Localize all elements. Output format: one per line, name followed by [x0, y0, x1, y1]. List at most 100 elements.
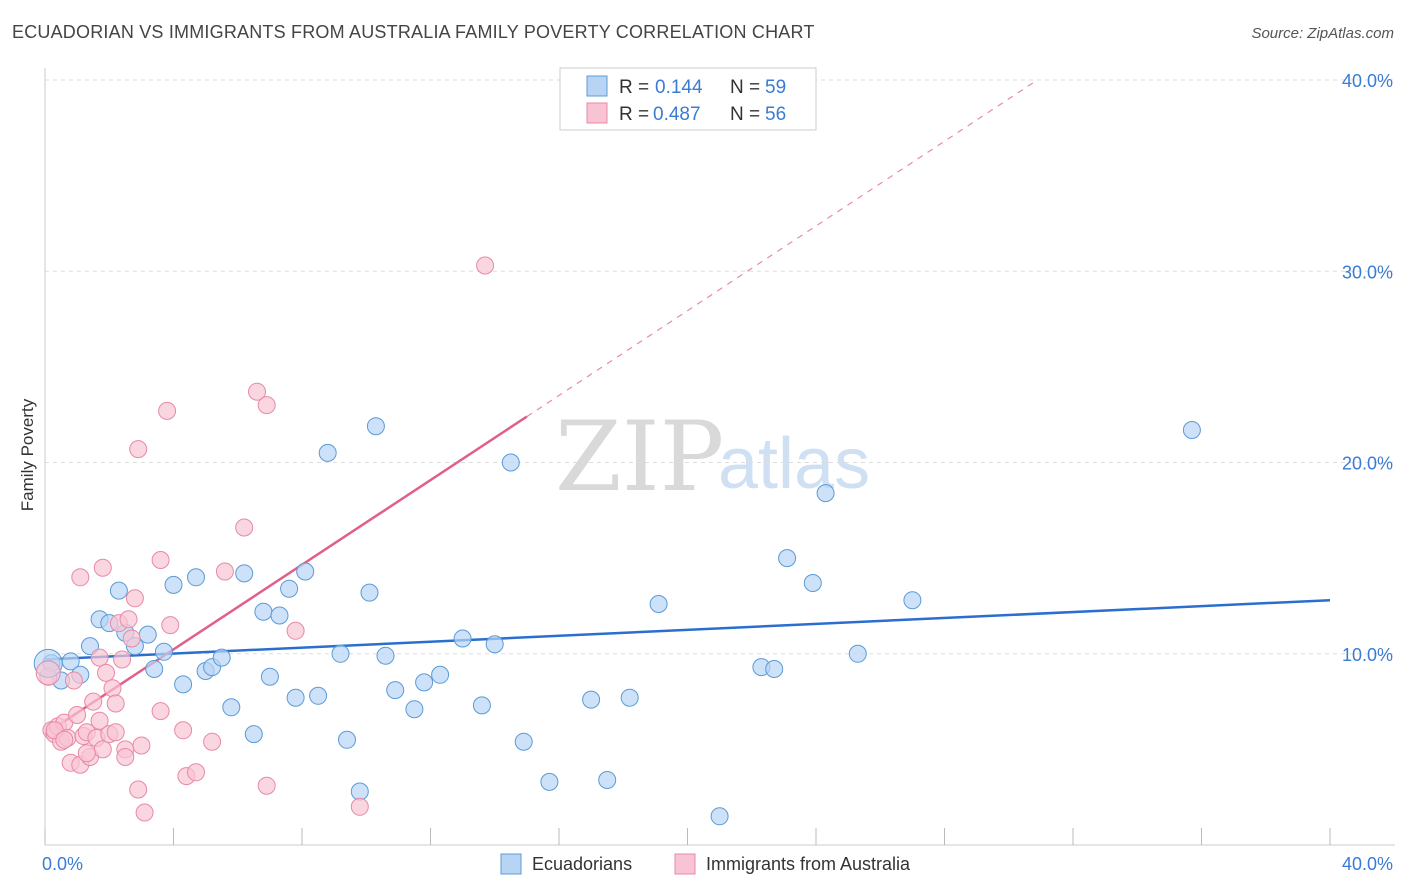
chart-title: ECUADORIAN VS IMMIGRANTS FROM AUSTRALIA …: [12, 22, 815, 42]
australia-trendline: [44, 415, 528, 736]
legend-r-label-1: R =: [619, 77, 649, 98]
australia-point-42: [187, 763, 205, 782]
australia-point-26: [113, 650, 132, 669]
australia-point-11: [71, 568, 90, 587]
ecuadorian-point-28: [309, 686, 328, 705]
australia-point-8: [64, 671, 83, 690]
australia-point-18: [90, 711, 109, 730]
ecuadorian-point-24: [270, 606, 289, 625]
ecuadorian-point-48: [620, 688, 639, 707]
australia-point-36: [151, 702, 170, 721]
australia-point-20: [93, 740, 112, 759]
ecuadorian-point-34: [366, 417, 385, 436]
ecuadorian-point-46: [582, 690, 601, 709]
australia-cluster-point: [35, 660, 61, 686]
australia-point-17: [90, 648, 109, 667]
ecuadorian-point-27: [296, 562, 315, 581]
ecuadorian-point-18: [212, 648, 231, 667]
australia-point-55: [106, 723, 125, 742]
australia-point-47: [257, 396, 276, 415]
australia-point-39: [161, 616, 180, 635]
australia-point-53: [55, 730, 74, 749]
australia-point-24: [106, 694, 125, 713]
australia-point-34: [132, 736, 151, 755]
legend-n-value-1: 59: [765, 77, 786, 98]
ecuadorian-point-13: [164, 575, 183, 594]
ecuadorian-point-37: [405, 700, 424, 719]
australia-point-48: [257, 776, 276, 795]
bottom-legend-swatch-australia: [674, 853, 696, 875]
australia-point-30: [122, 629, 141, 648]
australia-point-9: [68, 706, 87, 724]
y-tick-labels: 10.0% 20.0% 30.0% 40.0%: [1342, 71, 1393, 665]
australia-point-46: [248, 382, 266, 401]
ecuadorian-point-45: [540, 772, 559, 791]
watermark: ZIP atlas: [555, 401, 870, 513]
y-tick-label-20: 20.0%: [1342, 454, 1393, 474]
y-tick-label-40: 40.0%: [1342, 71, 1393, 91]
x-tick-label-max: 40.0%: [1342, 854, 1393, 874]
source-label: Source: ZipAtlas.com: [1251, 25, 1394, 42]
australia-point-29: [119, 610, 138, 629]
legend-r-value-2: 0.487: [653, 104, 701, 125]
ecuadorian-point-15: [187, 568, 205, 587]
legend-swatch-australia: [586, 102, 608, 124]
ecuadorian-point-47: [598, 771, 617, 789]
ecuadorian-point-40: [453, 629, 472, 648]
data-points: [33, 256, 1201, 826]
ecuadorian-point-10: [138, 625, 157, 644]
australia-point-51: [476, 256, 495, 275]
australia-point-35: [135, 803, 154, 822]
australia-point-38: [158, 401, 177, 420]
legend: R = 0.144 N = 59 R = 0.487 N = 56: [559, 67, 817, 131]
ecuadorian-point-30: [331, 644, 350, 663]
ecuadorian-point-19: [222, 698, 241, 717]
australia-point-50: [350, 797, 369, 816]
ecuadorian-point-26: [286, 688, 305, 707]
y-tick-label-10: 10.0%: [1342, 645, 1393, 665]
australia-point-23: [103, 679, 122, 698]
trendlines: [44, 81, 1331, 736]
ecuadorian-point-42: [485, 635, 504, 654]
legend-n-label-1: N =: [730, 77, 760, 98]
ecuadorian-point-38: [415, 673, 434, 692]
australia-point-28: [116, 748, 135, 766]
y-tick-label-30: 30.0%: [1342, 262, 1393, 282]
ecuadorian-point-58: [1182, 421, 1201, 439]
australia-point-33: [129, 440, 148, 459]
legend-n-value-2: 56: [765, 104, 786, 125]
australia-point-43: [203, 732, 222, 751]
ecuadorian-point-41: [472, 696, 491, 715]
bottom-legend-swatch-ecuadorians: [500, 853, 522, 875]
ecuadorian-point-36: [386, 681, 405, 700]
australia-point-15: [84, 692, 103, 711]
ecuadorian-point-31: [338, 730, 356, 749]
bottom-legend-label-australia: Immigrants from Australia: [706, 854, 911, 874]
australia-point-45: [235, 518, 254, 537]
ecuadorian-point-54: [803, 574, 822, 592]
ecuadorian-trendline: [44, 598, 1331, 661]
australia-point-21: [97, 663, 115, 682]
ecuadorian-point-4: [81, 637, 99, 656]
ecuadorian-point-53: [778, 549, 797, 568]
australia-point-49: [286, 621, 305, 640]
legend-swatch-ecuadorians: [586, 75, 608, 97]
watermark-atlas: atlas: [718, 424, 870, 504]
australia-point-19: [93, 558, 112, 577]
ecuadorian-point-22: [254, 602, 273, 621]
ecuadorian-point-55: [816, 484, 835, 503]
ecuadorian-point-21: [244, 725, 263, 744]
australia-point-31: [125, 589, 144, 608]
ecuadorian-point-39: [431, 665, 450, 684]
axes: [44, 68, 1395, 846]
ecuadorian-point-50: [710, 807, 729, 826]
legend-r-label-2: R =: [619, 104, 649, 125]
ecuadorian-point-32: [350, 782, 369, 801]
ecuadorian-point-49: [649, 595, 668, 613]
watermark-zip: ZIP: [555, 401, 724, 513]
ecuadorian-point-20: [235, 564, 254, 583]
ecuadorian-point-7: [109, 581, 128, 600]
australia-point-37: [151, 551, 170, 569]
ecuadorian-point-35: [376, 646, 395, 665]
